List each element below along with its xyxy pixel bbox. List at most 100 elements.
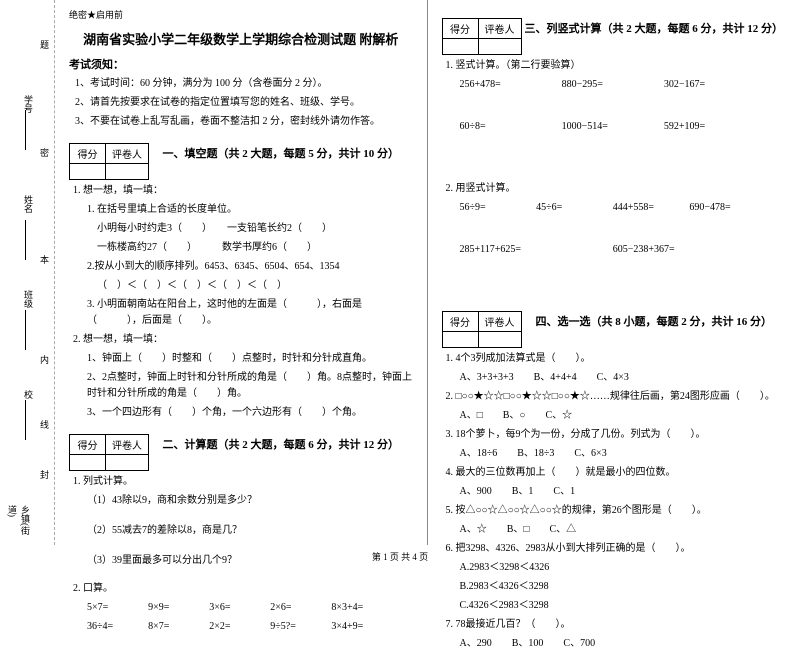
- mc-question: 5. 按△○○☆△○○☆△○○☆的规律，第26个图形是（ ）。: [446, 503, 787, 519]
- gutter-text: 密: [38, 148, 51, 157]
- calc-item: [689, 242, 766, 258]
- grader-label: 评卷人: [106, 144, 149, 164]
- question: 1. 列式计算。: [73, 474, 413, 490]
- score-box: 得分评卷人: [69, 434, 149, 471]
- gutter-text: 题: [38, 40, 51, 49]
- sub-question: 3、一个四边形有（ ）个角，一个六边形有（ ）个角。: [87, 405, 413, 421]
- calc-item: 8×3+4=: [331, 600, 392, 616]
- mc-option: B、18÷3: [517, 448, 554, 459]
- gutter-line: [25, 310, 26, 350]
- calc-item: 256+478=: [460, 77, 562, 93]
- gutter-text: 线: [38, 420, 51, 429]
- gutter-text: 校: [22, 390, 35, 399]
- grader-label: 评卷人: [478, 19, 521, 39]
- score-label: 得分: [70, 144, 106, 164]
- calc-item: 45÷6=: [536, 200, 613, 216]
- calc-item: 285+117+625=: [460, 242, 537, 258]
- gutter-text: 学号: [22, 95, 35, 113]
- sub-question: （1）43除以9，商和余数分别是多少？: [87, 493, 413, 509]
- binding-gutter: 题 学号 密 姓名 本 班级 内 校 线 封 乡镇(街道): [0, 0, 55, 545]
- right-column: 得分评卷人 三、列竖式计算（共 2 大题，每题 6 分，共计 12 分） 1. …: [428, 0, 800, 545]
- calc-row: 285+117+625= 605−238+367=: [460, 242, 787, 258]
- left-column: 绝密★启用前 湖南省实验小学二年级数学上学期综合检测试题 附解析 考试须知： 1…: [55, 0, 428, 545]
- content: 绝密★启用前 湖南省实验小学二年级数学上学期综合检测试题 附解析 考试须知： 1…: [55, 0, 800, 545]
- score-box: 得分评卷人: [442, 18, 522, 55]
- section-title: 三、列竖式计算（共 2 大题，每题 6 分，共计 12 分）: [522, 8, 787, 36]
- question: 1. 想一想，填一填：: [73, 183, 413, 199]
- section-header: 得分评卷人 四、选一选（共 8 小题，每题 2 分，共计 16 分）: [442, 301, 787, 348]
- sub-question: 3. 小明面朝南站在阳台上，这时他的左面是（ ），右面是（ ），后面是（ ）。: [87, 297, 413, 329]
- calc-item: 444+558=: [613, 200, 690, 216]
- mc-option: A、3+3+3+3: [460, 372, 514, 383]
- gutter-line: [25, 220, 26, 260]
- grader-label: 评卷人: [106, 435, 149, 455]
- question: 2. 用竖式计算。: [446, 181, 787, 197]
- sub-question: 1、钟面上（ ）时整和（ ）点整时，时针和分针成直角。: [87, 351, 413, 367]
- calc-item: 880−295=: [562, 77, 664, 93]
- mc-options: A、900B、1C、1: [460, 484, 787, 500]
- mc-option: B、1: [512, 486, 534, 497]
- mc-option: B、○: [503, 410, 526, 421]
- mc-question: 3. 18个萝卜，每9个为一份，分成了几份。列式为（ ）。: [446, 427, 787, 443]
- exam-title: 湖南省实验小学二年级数学上学期综合检测试题 附解析: [69, 29, 413, 48]
- mc-option: C.4326＜2983＜3298: [460, 598, 787, 614]
- fill-blank: 一栋楼高约27（ ） 数学书厚约6（ ）: [97, 240, 413, 256]
- calc-item: 2×6=: [270, 600, 331, 616]
- mc-options: A、□B、○C、☆: [460, 408, 787, 424]
- mc-option: A、□: [460, 410, 483, 421]
- calc-item: 5×7=: [87, 600, 148, 616]
- page-footer: 第 1 页 共 4 页: [0, 550, 800, 563]
- fill-blank: （ ）＜（ ）＜（ ）＜（ ）＜（ ）: [97, 278, 413, 294]
- mc-option: B.2983＜4326＜3298: [460, 579, 787, 595]
- calc-item: 36÷4=: [87, 619, 148, 635]
- fill-blank: 小明每小时约走3（ ） 一支铅笔长约2（ ）: [97, 221, 413, 237]
- question: 2. 口算。: [73, 581, 413, 597]
- mc-option: B、□: [507, 524, 530, 535]
- question: 1. 竖式计算。（第二行要验算）: [446, 58, 787, 74]
- section-header: 得分评卷人 二、计算题（共 2 大题，每题 6 分，共计 12 分）: [69, 424, 413, 471]
- section-title: 二、计算题（共 2 大题，每题 6 分，共计 12 分）: [149, 424, 413, 452]
- sub-question: 2、2点整时，钟面上时针和分针所成的角是（ ）角。8点整时，钟面上时针和分针所成…: [87, 370, 413, 402]
- gutter-text: 乡镇(街道): [6, 505, 32, 545]
- mc-question: 4. 最大的三位数再加上（ ）就是最小的四位数。: [446, 465, 787, 481]
- score-label: 得分: [442, 312, 478, 332]
- mc-option: A、900: [460, 486, 492, 497]
- notice-line: 2、请首先按要求在试卷的指定位置填写您的姓名、班级、学号。: [75, 95, 413, 110]
- section-header: 得分评卷人 三、列竖式计算（共 2 大题，每题 6 分，共计 12 分）: [442, 8, 787, 55]
- mc-option: C、6×3: [574, 448, 606, 459]
- mc-option: C、4×3: [597, 372, 629, 383]
- sub-question: 1. 在括号里填上合适的长度单位。: [87, 202, 413, 218]
- mc-option: A、18÷6: [460, 448, 498, 459]
- calc-row: 256+478= 880−295= 302−167=: [460, 77, 787, 93]
- calc-row: 56÷9= 45÷6= 444+558= 690−478=: [460, 200, 787, 216]
- calc-item: 3×4+9=: [331, 619, 392, 635]
- calc-item: 8×7=: [148, 619, 209, 635]
- mc-option: C、△: [549, 524, 576, 535]
- calc-item: 2×2=: [209, 619, 270, 635]
- mc-option: B、4+4+4: [534, 372, 577, 383]
- score-label: 得分: [70, 435, 106, 455]
- mc-question: 2. □○○★☆☆□○○★☆☆□○○★☆……规律往后画，第24图形应画（ ）。: [446, 389, 787, 405]
- calc-item: 1000−514=: [562, 119, 664, 135]
- calc-item: 9÷5?=: [270, 619, 331, 635]
- section-title: 四、选一选（共 8 小题，每题 2 分，共计 16 分）: [522, 301, 787, 329]
- section-title: 一、填空题（共 2 大题，每题 5 分，共计 10 分）: [149, 133, 413, 161]
- calc-item: [536, 242, 613, 258]
- sub-question: （2）55减去7的差除以8，商是几？: [87, 523, 413, 539]
- mc-options: A、18÷6 B、18÷3 C、6×3: [460, 446, 787, 462]
- notice-heading: 考试须知：: [69, 56, 413, 72]
- score-box: 得分评卷人: [442, 311, 522, 348]
- notice-line: 3、不要在试卷上乱写乱画，卷面不整洁扣 2 分，密封线外请勿作答。: [75, 114, 413, 129]
- mc-question: 7. 78最接近几百？（ ）。: [446, 617, 787, 633]
- mc-options: A、3+3+3+3 B、4+4+4 C、4×3: [460, 370, 787, 386]
- calc-item: 9×9=: [148, 600, 209, 616]
- gutter-text: 封: [38, 470, 51, 479]
- mc-option: A、☆: [460, 524, 487, 535]
- page: 题 学号 密 姓名 本 班级 内 校 线 封 乡镇(街道) 绝密★启用前 湖南省…: [0, 0, 800, 545]
- secret-label: 绝密★启用前: [69, 8, 413, 21]
- gutter-line: [25, 110, 26, 150]
- question: 2. 想一想，填一填：: [73, 332, 413, 348]
- gutter-text: 本: [38, 255, 51, 264]
- grader-label: 评卷人: [478, 312, 521, 332]
- gutter-text: 姓名: [22, 195, 35, 213]
